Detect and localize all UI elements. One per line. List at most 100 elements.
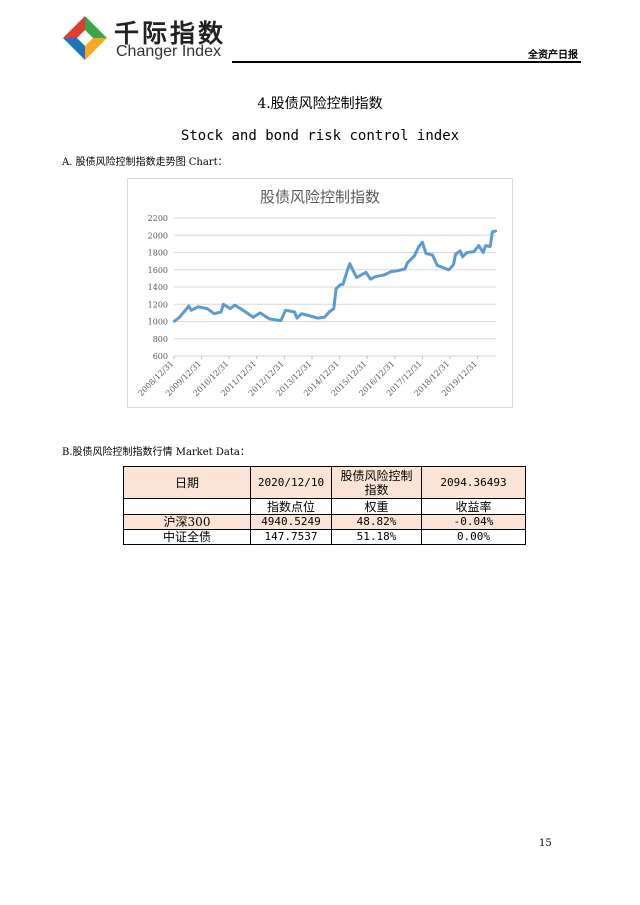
data-point: [421, 240, 424, 244]
data-point: [406, 261, 409, 265]
y-tick-label: 1400: [148, 283, 168, 292]
data-point: [307, 314, 310, 317]
data-point: [341, 283, 345, 286]
data-point: [355, 276, 358, 279]
header-cell: 日期: [123, 466, 251, 499]
data-point: [482, 251, 485, 254]
data-point: [172, 320, 176, 323]
y-tick-label: 1000: [148, 318, 168, 327]
data-point: [293, 310, 296, 314]
table-row: 中证全债 147.7537 51.18% 0.00%: [123, 529, 526, 545]
data-point: [212, 312, 216, 315]
y-tick-label: 1200: [148, 300, 168, 309]
data-point: [252, 315, 255, 319]
data-point: [413, 254, 416, 258]
data-point: [346, 268, 349, 271]
data-point: [465, 251, 469, 254]
data-point: [219, 310, 223, 314]
y-tick-label: 600: [153, 352, 168, 361]
market-data-table: 日期 2020/12/10 股债风险控制指数 2094.36493 指数点位 权…: [123, 466, 526, 545]
data-point: [295, 316, 299, 320]
subheader-cell: 权重: [331, 498, 422, 515]
data-point: [403, 267, 407, 271]
cell: 51.18%: [331, 529, 422, 545]
data-point: [390, 270, 393, 273]
chart-title: 股债风险控制指数: [260, 188, 380, 206]
cell: 0.00%: [421, 529, 526, 545]
data-point: [383, 273, 386, 277]
header-cell: 2094.36493: [421, 466, 526, 499]
table-heading: B.股债风险控制指数行情 Market Data：: [62, 447, 250, 458]
subheader-cell: [123, 498, 251, 515]
data-point: [339, 283, 342, 286]
brand-name-cn: 千际指数: [114, 19, 227, 48]
data-point: [397, 269, 400, 272]
data-point: [300, 312, 303, 315]
header-cell: 2020/12/10: [250, 466, 332, 499]
chart-heading: A. 股债风险控制指数走势图 Chart：: [62, 157, 228, 168]
cell: 48.82%: [331, 514, 422, 530]
data-point: [229, 307, 232, 310]
data-point: [452, 263, 455, 266]
data-point: [461, 255, 464, 259]
data-point: [494, 229, 498, 233]
data-point: [222, 303, 225, 306]
chart: 股债风险控制指数 600 800 1000 1200 1400 1600 1800 2000 2…: [127, 178, 513, 408]
data-point: [233, 303, 236, 307]
data-point: [424, 252, 428, 255]
logo-diamond-icon: [63, 16, 107, 60]
cell: 147.7537: [250, 529, 332, 545]
section-title-cn: 4.股债风险控制指数: [257, 96, 383, 112]
data-point: [431, 253, 434, 257]
data-point: [205, 307, 209, 310]
header-divider: [232, 61, 581, 63]
data-point: [373, 275, 377, 278]
series-line: [173, 229, 497, 323]
data-point: [477, 244, 480, 247]
table-subheader-row: 指数点位 权重 收益率: [123, 498, 526, 515]
data-point: [189, 309, 193, 312]
section-title-en: Stock and bond risk control index: [180, 128, 460, 144]
cell: -0.04%: [421, 514, 526, 530]
data-point: [491, 230, 494, 233]
data-point: [316, 316, 319, 320]
table-header-row: 日期 2020/12/10 股债风险控制指数 2094.36493: [123, 466, 526, 499]
data-point: [454, 253, 457, 256]
data-point: [348, 262, 351, 265]
table-row: 沪深300 4940.5249 48.82% -0.04%: [123, 514, 526, 530]
data-point: [417, 245, 421, 248]
cell: 中证全债: [123, 529, 251, 545]
data-point: [488, 245, 492, 248]
data-point: [327, 310, 331, 314]
y-tick-label: 800: [153, 335, 168, 344]
y-tick-label: 1800: [148, 249, 168, 258]
data-point: [364, 271, 368, 274]
data-point: [279, 319, 283, 322]
data-point: [268, 317, 271, 321]
report-name: 全资产日报: [528, 50, 578, 61]
data-point: [484, 244, 487, 247]
data-point: [472, 250, 476, 253]
data-point: [369, 278, 372, 281]
data-point: [178, 315, 181, 319]
cell: 4940.5249: [250, 514, 332, 530]
header-cell: 股债风险控制指数: [331, 466, 422, 499]
page-number: 15: [539, 838, 552, 849]
data-point: [196, 305, 200, 309]
data-point: [332, 307, 335, 310]
y-tick-label: 1600: [148, 266, 168, 275]
data-point: [458, 249, 462, 252]
y-tick-label: 2000: [148, 231, 168, 240]
subheader-cell: 收益率: [421, 498, 526, 515]
data-point: [353, 272, 356, 275]
brand-name-en: Changer Index: [116, 43, 221, 60]
logo: [63, 16, 107, 60]
data-point: [240, 308, 243, 311]
data-point: [447, 268, 450, 271]
data-point: [323, 315, 326, 319]
data-point: [436, 264, 439, 267]
data-point: [187, 304, 191, 308]
data-point: [334, 287, 338, 290]
data-point: [259, 311, 262, 315]
data-point: [284, 309, 287, 312]
